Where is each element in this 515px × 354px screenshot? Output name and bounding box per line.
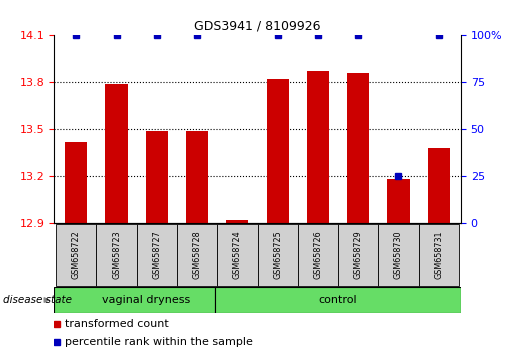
FancyBboxPatch shape — [177, 224, 217, 286]
FancyBboxPatch shape — [338, 224, 379, 286]
Bar — [387, 179, 409, 223]
Text: disease state: disease state — [3, 295, 72, 305]
FancyBboxPatch shape — [56, 224, 96, 286]
FancyBboxPatch shape — [96, 224, 136, 286]
FancyBboxPatch shape — [379, 224, 419, 286]
FancyBboxPatch shape — [136, 224, 177, 286]
Text: GSM658731: GSM658731 — [434, 230, 443, 279]
Bar — [65, 142, 88, 223]
Bar — [307, 72, 329, 223]
Text: GSM658724: GSM658724 — [233, 230, 242, 279]
Bar — [106, 84, 128, 223]
Text: GSM658729: GSM658729 — [354, 230, 363, 279]
Bar — [267, 79, 289, 223]
FancyBboxPatch shape — [215, 287, 461, 313]
Bar — [226, 220, 248, 223]
Text: GSM658722: GSM658722 — [72, 230, 81, 279]
Text: vaginal dryness: vaginal dryness — [101, 295, 190, 305]
FancyBboxPatch shape — [217, 224, 258, 286]
Bar — [347, 73, 369, 223]
Text: GSM658726: GSM658726 — [314, 230, 322, 279]
FancyBboxPatch shape — [258, 224, 298, 286]
Text: percentile rank within the sample: percentile rank within the sample — [65, 337, 253, 347]
FancyBboxPatch shape — [54, 287, 215, 313]
FancyBboxPatch shape — [298, 224, 338, 286]
Bar — [186, 131, 208, 223]
Text: GSM658727: GSM658727 — [152, 230, 161, 279]
Text: GSM658723: GSM658723 — [112, 230, 121, 279]
Text: control: control — [319, 295, 357, 305]
Text: GSM658730: GSM658730 — [394, 230, 403, 279]
FancyBboxPatch shape — [419, 224, 459, 286]
Text: GSM658728: GSM658728 — [193, 230, 201, 279]
Text: GSM658725: GSM658725 — [273, 230, 282, 279]
Title: GDS3941 / 8109926: GDS3941 / 8109926 — [194, 20, 321, 33]
Bar — [427, 148, 450, 223]
Bar — [146, 131, 168, 223]
Text: transformed count: transformed count — [65, 319, 169, 329]
